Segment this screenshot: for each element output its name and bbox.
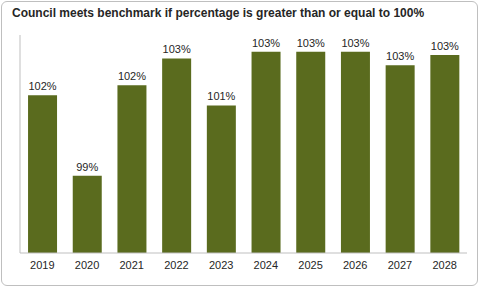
svg-text:101%: 101% [207,90,235,102]
svg-text:103%: 103% [341,37,369,49]
svg-text:103%: 103% [252,37,280,49]
svg-text:2028: 2028 [432,259,456,271]
svg-text:2025: 2025 [298,259,322,271]
svg-text:2024: 2024 [254,259,278,271]
svg-text:103%: 103% [163,43,191,55]
svg-text:103%: 103% [297,37,325,49]
svg-text:2019: 2019 [30,259,54,271]
svg-text:2021: 2021 [120,259,144,271]
svg-text:102%: 102% [118,70,146,82]
html-text:Council meets benchmark if per: Council meets benchmark if percentage is… [12,6,425,20]
svg-text:102%: 102% [28,80,56,92]
svg-text:99%: 99% [76,161,98,173]
svg-text:103%: 103% [386,50,414,62]
svg-text:103%: 103% [431,40,459,52]
svg-text:2022: 2022 [164,259,188,271]
svg-text:2023: 2023 [209,259,233,271]
svg-text:2027: 2027 [388,259,412,271]
svg-text:2026: 2026 [343,259,367,271]
svg-text:2020: 2020 [75,259,99,271]
